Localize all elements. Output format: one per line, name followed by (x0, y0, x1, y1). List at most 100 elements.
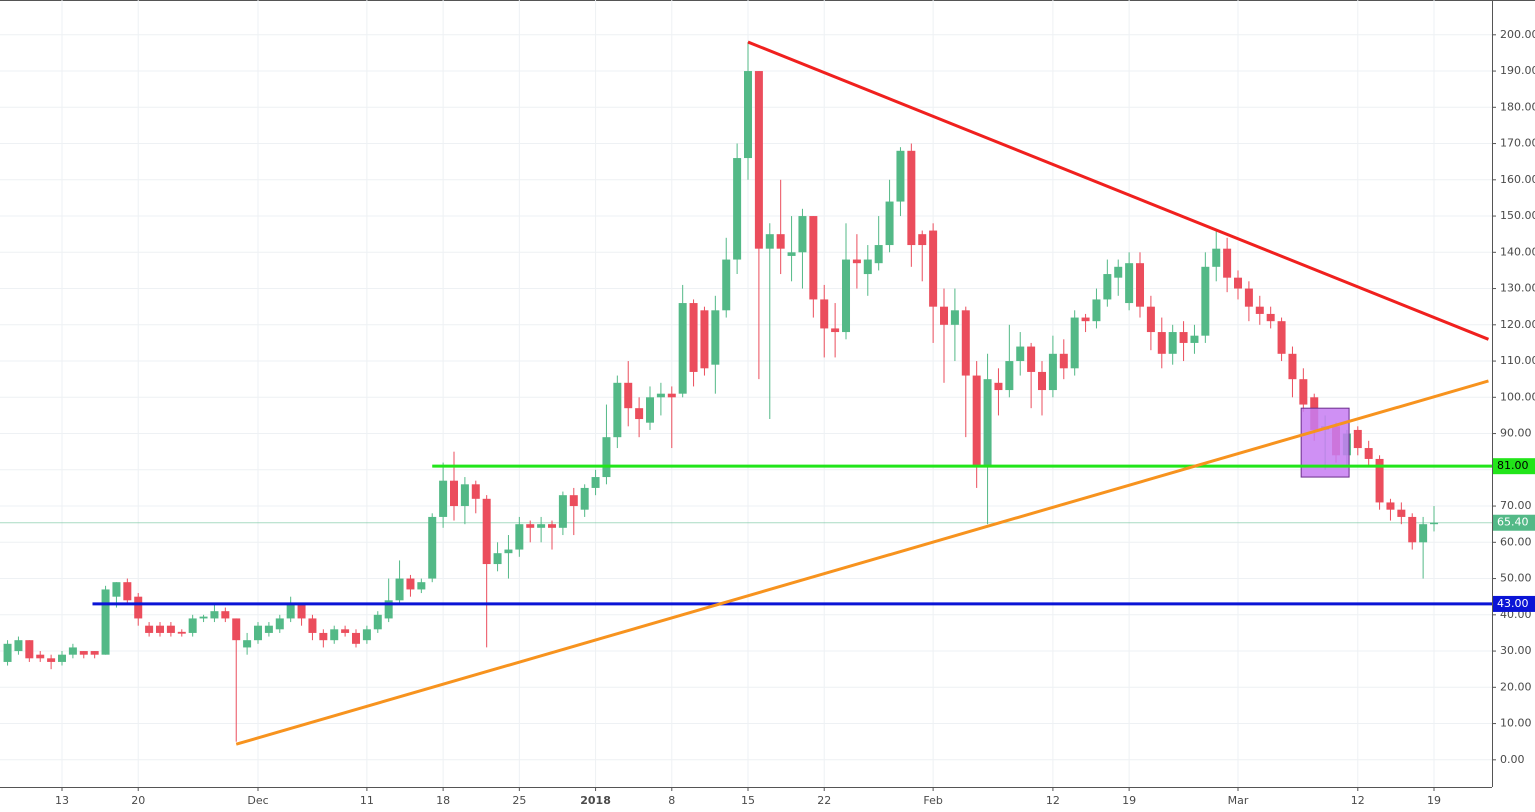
y-tick-label: 120.00 (1500, 318, 1535, 331)
y-tick-label: 60.00 (1500, 535, 1532, 548)
candle-body (1038, 371, 1047, 391)
x-tick-label: 22 (817, 794, 831, 807)
candle-body (515, 524, 524, 550)
candle-body (1277, 321, 1286, 354)
candle-body (885, 201, 894, 246)
candle-body (961, 310, 970, 376)
candle-body (635, 408, 644, 420)
candle-body (983, 379, 992, 467)
candle-body (874, 245, 883, 264)
candle-body (493, 553, 502, 565)
candle-body (1375, 458, 1384, 503)
candle-body (90, 651, 99, 655)
x-tick-label: 12 (1351, 794, 1365, 807)
trendline (235, 379, 1489, 746)
candle-body (395, 578, 404, 601)
candle-body (1223, 248, 1232, 278)
candle-body (58, 654, 66, 662)
candle-body (254, 625, 263, 641)
y-tick-label: 10.00 (1500, 717, 1532, 730)
y-tick-label: 200.00 (1500, 28, 1535, 41)
candle-body (264, 625, 273, 633)
x-tick-label: 12 (1046, 794, 1060, 807)
candle-body (950, 310, 959, 325)
candle-body (1114, 266, 1123, 278)
price-label-bg (1493, 595, 1535, 612)
candle-body (1386, 502, 1395, 510)
y-tick-label: 150.00 (1500, 209, 1535, 222)
candle-body (602, 437, 611, 478)
candle-body (1288, 353, 1297, 380)
trendline (747, 40, 1490, 341)
x-tick-label: Mar (1228, 794, 1249, 807)
candle-body (482, 498, 491, 565)
price-label: 65.40 (1497, 516, 1529, 529)
candle-body (765, 234, 774, 249)
candle-body (972, 375, 981, 467)
candle-body (689, 303, 698, 372)
y-tick-label: 140.00 (1500, 245, 1535, 258)
candle-body (352, 632, 361, 644)
candle-body (1136, 263, 1145, 307)
candle-body (580, 487, 589, 510)
candle-body (1092, 299, 1101, 322)
candle-body (439, 480, 448, 517)
candle-body (613, 382, 622, 438)
candle-body (1070, 317, 1079, 369)
candle-body (1299, 379, 1308, 405)
candle-body (156, 625, 165, 633)
y-tick-label: 70.00 (1500, 499, 1532, 512)
candle-body (1201, 266, 1210, 336)
y-tick-label: 50.00 (1500, 572, 1532, 585)
candle-body (297, 603, 306, 619)
x-tick-label: 20 (131, 794, 145, 807)
candle-body (25, 640, 34, 659)
candle-body (221, 611, 230, 619)
candle-body (275, 618, 284, 630)
candle-body (907, 150, 916, 246)
candle-body (286, 603, 295, 619)
candle-body (624, 382, 633, 409)
candle-body (1364, 448, 1373, 459)
candle-body (1408, 516, 1417, 543)
x-tick-label: 18 (436, 794, 450, 807)
candle-body (36, 654, 45, 659)
candle-body (776, 234, 785, 249)
candle-body (177, 631, 186, 634)
candle-body (678, 303, 687, 394)
candle-body (1419, 524, 1428, 543)
candle-body (362, 629, 371, 641)
candle-body (548, 524, 557, 528)
candle-body (809, 216, 818, 300)
candle-body (1353, 429, 1362, 449)
candle-body (1430, 522, 1439, 525)
candle-body (199, 616, 208, 619)
candle-body (1266, 313, 1275, 322)
price-label-bg (1493, 458, 1535, 475)
candle-body (852, 259, 861, 264)
x-tick-label: 19 (1427, 794, 1441, 807)
candle-body (1255, 306, 1264, 314)
candle-body (406, 578, 415, 590)
x-tick-label: 11 (360, 794, 374, 807)
candle-body (558, 495, 567, 528)
y-tick-label: 110.00 (1500, 354, 1535, 367)
x-tick-label: 25 (512, 794, 526, 807)
candle-body (47, 658, 56, 662)
candle-body (798, 216, 807, 253)
candle-body (1212, 248, 1221, 267)
candle-body (384, 600, 393, 619)
candle-body (1168, 332, 1177, 354)
candle-body (145, 625, 154, 633)
price-label: 43.00 (1497, 597, 1529, 610)
x-tick-label: 13 (55, 794, 69, 807)
candle-body (929, 230, 938, 307)
candle-body (417, 582, 426, 590)
candle-body (1125, 263, 1134, 304)
candle-body (1190, 335, 1199, 343)
y-tick-label: 170.00 (1500, 137, 1535, 150)
candle-body (537, 524, 546, 528)
y-tick-label: 160.00 (1500, 173, 1535, 186)
y-tick-label: 100.00 (1500, 390, 1535, 403)
candle-body (460, 484, 469, 507)
